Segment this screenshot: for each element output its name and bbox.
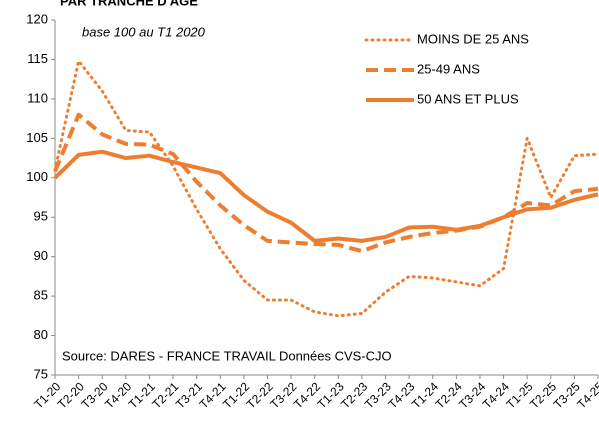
y-tick-label: 110 (27, 90, 48, 105)
y-tick-label: 80 (34, 327, 48, 342)
x-tick-label: T4-25 (574, 379, 599, 411)
series-line (53, 149, 599, 243)
y-tick-label: 95 (34, 209, 48, 224)
y-tick-label: 120 (26, 11, 48, 26)
legend-label: MOINS DE 25 ANS (417, 31, 529, 46)
chart-title: PAR TRANCHE D'ÂGE (60, 0, 198, 8)
legend-label: 50 ANS ET PLUS (417, 91, 519, 106)
y-tick-label: 90 (34, 248, 48, 263)
annotation: base 100 au T1 2020 (82, 24, 206, 39)
legend-label: 25-49 ANS (417, 61, 480, 76)
annotation: Source: DARES - FRANCE TRAVAIL Données C… (62, 348, 392, 363)
y-tick-label: 105 (26, 130, 48, 145)
y-tick-label: 115 (27, 51, 48, 66)
y-tick-label: 85 (34, 288, 48, 303)
series-line (53, 112, 599, 254)
y-tick-label: 75 (34, 366, 48, 381)
y-tick-label: 100 (26, 169, 48, 184)
series-line (53, 59, 599, 318)
